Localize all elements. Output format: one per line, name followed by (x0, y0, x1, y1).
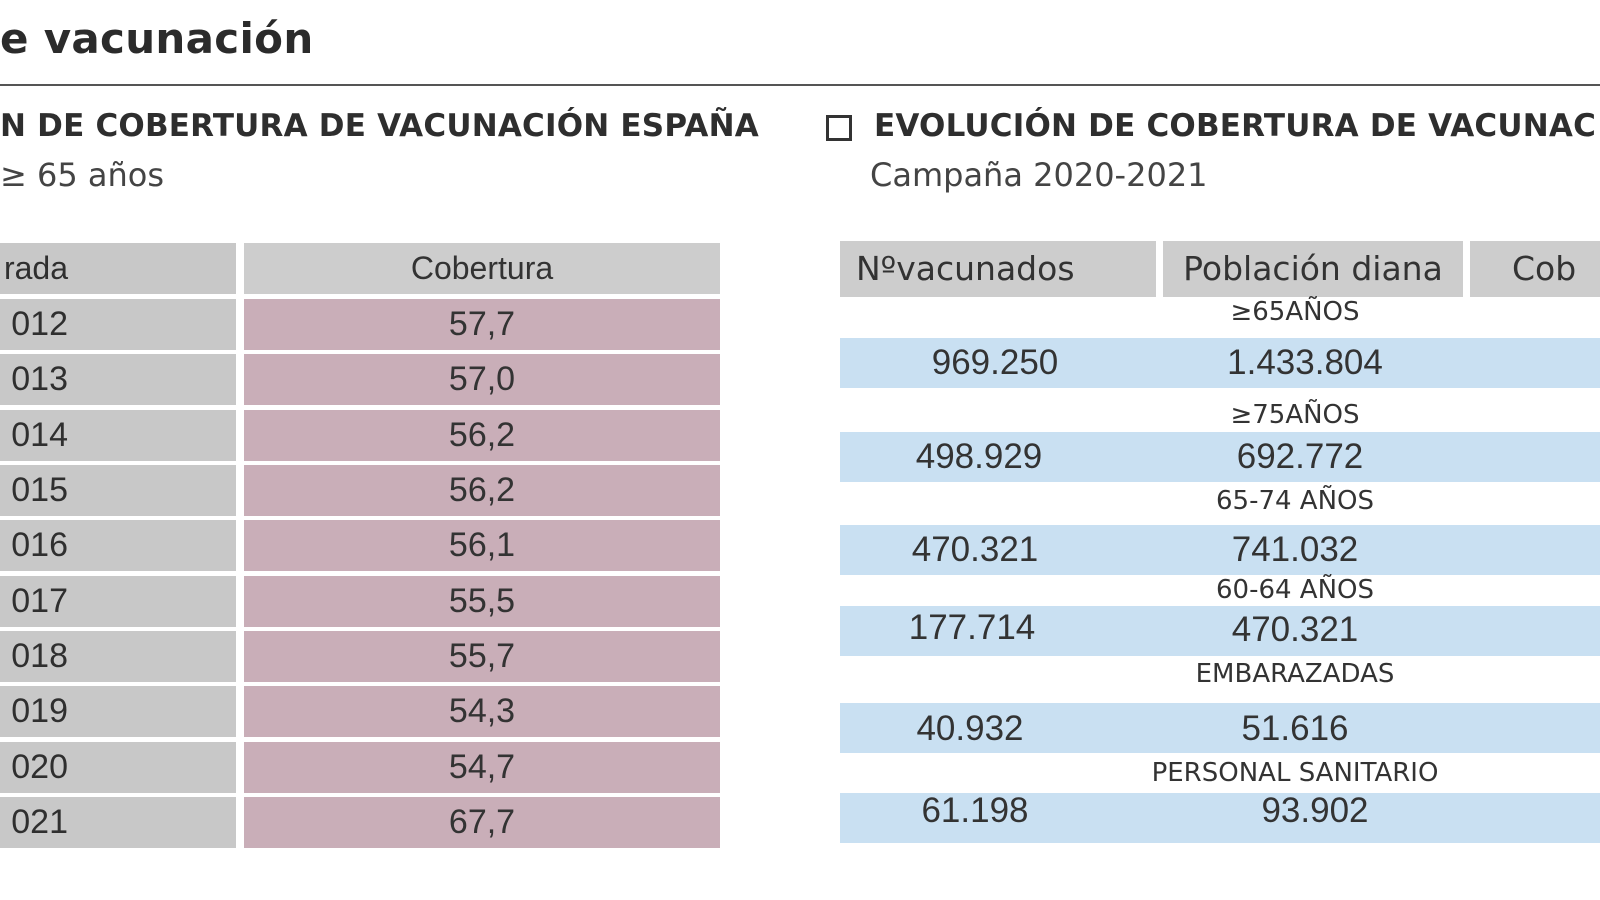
coverage-cell: 57,7 (244, 299, 720, 350)
group-label: PERSONAL SANITARIO (1151, 758, 1439, 788)
vaccinated-cell: 498.929 (915, 437, 1043, 476)
vaccinated-cell: 40.932 (916, 709, 1024, 748)
vaccinated-cell: 177.714 (908, 608, 1036, 647)
header-coverage-cell: Cob (1470, 241, 1600, 297)
coverage-cell: 56,2 (244, 465, 720, 516)
section-checkbox[interactable] (826, 115, 852, 141)
group-label: ≥65AÑOS (1230, 297, 1360, 327)
season-cell: 015 (0, 465, 236, 516)
target-cell: 470.321 (1231, 610, 1359, 649)
vaccinated-cell: 969.250 (931, 343, 1059, 382)
table-row (840, 793, 1600, 843)
season-cell: 021 (0, 797, 236, 848)
header-vaccinated-cell: Nºvacunados (840, 241, 1156, 297)
coverage-cell: 54,7 (244, 742, 720, 793)
group-label: ≥75AÑOS (1230, 400, 1360, 430)
table-row (840, 703, 1600, 753)
page-title: e vacunación (0, 14, 314, 63)
coverage-cell: 57,0 (244, 354, 720, 405)
season-cell: 013 (0, 354, 236, 405)
group-label: EMBARAZADAS (1195, 659, 1395, 689)
season-cell: 019 (0, 686, 236, 737)
target-cell: 1.433.804 (1227, 343, 1383, 382)
group-label: 65-74 AÑOS (1215, 486, 1375, 516)
season-cell: 020 (0, 742, 236, 793)
group-label: 60-64 AÑOS (1215, 575, 1375, 605)
target-cell: 741.032 (1231, 530, 1359, 569)
season-cell: 012 (0, 299, 236, 350)
season-cell: 017 (0, 576, 236, 627)
header-target-cell: Población diana (1163, 241, 1463, 297)
vaccinated-cell: 470.321 (911, 530, 1039, 569)
coverage-cell: 54,3 (244, 686, 720, 737)
coverage-cell: 67,7 (244, 797, 720, 848)
coverage-cell: 55,5 (244, 576, 720, 627)
coverage-cell: 56,2 (244, 410, 720, 461)
right-section-heading: EVOLUCIÓN DE COBERTURA DE VACUNAC (874, 108, 1597, 144)
right-section-subheading: Campaña 2020-2021 (870, 156, 1208, 194)
table-row (840, 606, 1600, 656)
table-row (840, 338, 1600, 388)
coverage-cell: 55,7 (244, 631, 720, 682)
table-row (840, 432, 1600, 482)
vaccinated-cell: 61.198 (921, 791, 1029, 830)
season-cell: 018 (0, 631, 236, 682)
coverage-cell: 56,1 (244, 520, 720, 571)
season-cell: 016 (0, 520, 236, 571)
left-section-subheading: ≥ 65 años (0, 156, 165, 194)
target-cell: 93.902 (1261, 791, 1369, 830)
header-season-cell: rada (0, 243, 236, 294)
target-cell: 692.772 (1236, 437, 1364, 476)
left-section-heading: N DE COBERTURA DE VACUNACIÓN ESPAÑA (0, 108, 759, 144)
season-cell: 014 (0, 410, 236, 461)
header-coverage-cell: Cobertura (244, 243, 720, 294)
table-row (840, 525, 1600, 575)
target-cell: 51.616 (1241, 709, 1349, 748)
title-divider (0, 84, 1600, 86)
